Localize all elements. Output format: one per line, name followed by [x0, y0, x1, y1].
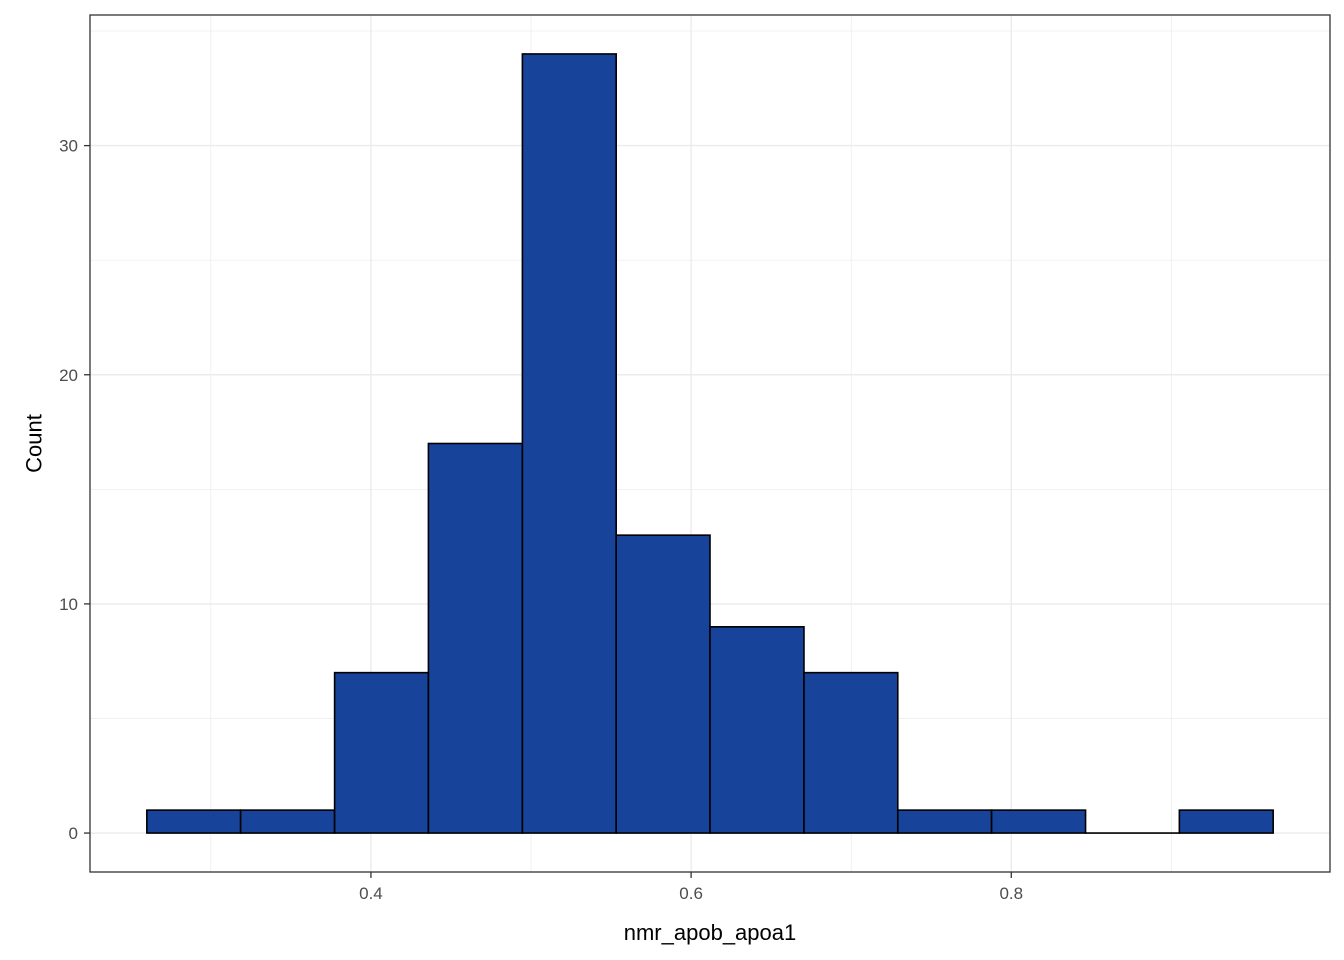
y-tick-label: 30 [59, 137, 78, 156]
y-axis-ticks: 0 10 20 30 [59, 137, 90, 843]
histogram-bar [709, 626, 805, 834]
histogram-bars [146, 53, 1274, 834]
histogram-bar [990, 809, 1087, 834]
panel-border [89, 14, 1331, 873]
histogram-bar [615, 534, 711, 834]
x-tick-label: 0.4 [359, 884, 383, 903]
y-tick-label: 0 [69, 824, 78, 843]
histogram-bar [803, 671, 899, 834]
y-tick-label: 20 [59, 366, 78, 385]
x-axis-ticks: 0.4 0.6 0.8 [359, 872, 1023, 903]
y-tick-label: 10 [59, 595, 78, 614]
x-tick-label: 0.8 [999, 884, 1023, 903]
histogram-bar [146, 809, 242, 834]
histogram-bar [333, 671, 430, 834]
y-axis-title: Count [22, 414, 47, 473]
histogram-bar [521, 53, 617, 834]
x-axis-title: nmr_apob_apoa1 [624, 920, 796, 945]
histogram-bar [896, 809, 993, 834]
histogram-bar [239, 809, 336, 834]
histogram-bar [1178, 809, 1274, 834]
histogram-bar [427, 442, 524, 834]
x-tick-label: 0.6 [679, 884, 703, 903]
